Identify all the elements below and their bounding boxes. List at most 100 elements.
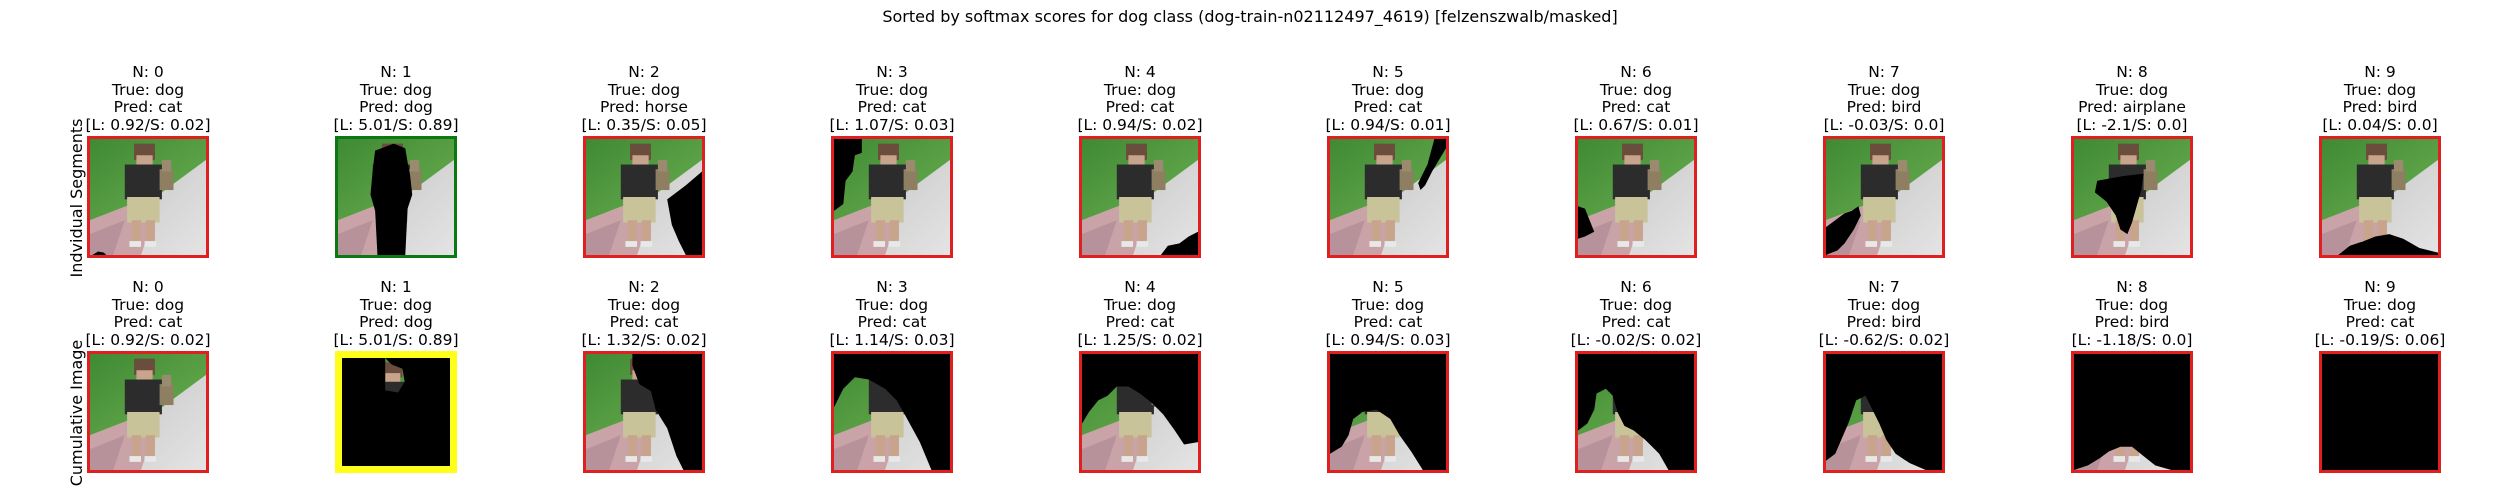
panel-caption: N: 8 True: dog Pred: bird [L: -1.18/S: 0.0]: [2042, 278, 2222, 349]
segment-thumbnail: [831, 136, 953, 258]
pred-label: Pred: cat: [2345, 313, 2415, 331]
thumbnail-image: [1082, 354, 1198, 470]
panel-caption: N: 6 True: dog Pred: cat [L: -0.02/S: 0.02]: [1546, 278, 1726, 349]
panel-caption: N: 9 True: dog Pred: bird [L: 0.04/S: 0.0]: [2290, 63, 2470, 134]
cumulative-thumbnail: [831, 351, 953, 473]
panel: N: 6 True: dog Pred: cat [L: 0.67/S: 0.01]: [1546, 63, 1726, 274]
panel-caption: N: 4 True: dog Pred: cat [L: 1.25/S: 0.02]: [1050, 278, 1230, 349]
panel-index: N: 1: [380, 278, 412, 296]
true-label: True: dog: [1103, 80, 1177, 99]
true-label: True: dog: [1351, 295, 1425, 314]
true-label: True: dog: [359, 80, 433, 99]
panel: N: 2 True: dog Pred: horse [L: 0.35/S: 0.05…: [554, 63, 734, 274]
panel-index: N: 6: [1620, 278, 1652, 296]
pred-label: Pred: cat: [1601, 98, 1671, 116]
true-label: True: dog: [1599, 80, 1673, 99]
panel-index: N: 9: [2364, 278, 2396, 296]
panel-caption: N: 0 True: dog Pred: cat [L: 0.92/S: 0.02]: [58, 63, 238, 134]
panel-index: N: 8: [2116, 63, 2148, 81]
panel-index: N: 2: [628, 278, 660, 296]
pred-label: Pred: cat: [1353, 313, 1423, 331]
panel: N: 3 True: dog Pred: cat [L: 1.07/S: 0.03]: [802, 63, 982, 274]
pred-label: Pred: cat: [857, 313, 927, 331]
true-label: True: dog: [2343, 80, 2417, 99]
score-label: [L: -2.1/S: 0.0]: [2076, 115, 2188, 134]
panel-index: N: 5: [1372, 63, 1404, 81]
pred-label: Pred: bird: [1846, 313, 1922, 331]
pred-label: Pred: cat: [1353, 98, 1423, 116]
pred-label: Pred: airplane: [2078, 98, 2186, 116]
cumulative-thumbnail: [87, 351, 209, 473]
panel-caption: N: 2 True: dog Pred: cat [L: 1.32/S: 0.02]: [554, 278, 734, 349]
true-label: True: dog: [2095, 295, 2169, 314]
score-label: [L: 0.67/S: 0.01]: [1573, 115, 1699, 134]
panel: N: 0 True: dog Pred: cat [L: 0.92/S: 0.02]: [58, 63, 238, 274]
cumulative-thumbnail: [583, 351, 705, 473]
figure-title: Sorted by softmax scores for dog class (…: [882, 7, 1618, 26]
true-label: True: dog: [1103, 295, 1177, 314]
pred-label: Pred: cat: [113, 313, 183, 331]
panel-caption: N: 4 True: dog Pred: cat [L: 0.94/S: 0.02]: [1050, 63, 1230, 134]
thumbnail-image: [586, 139, 702, 255]
true-label: True: dog: [1847, 295, 1921, 314]
panel-caption: N: 5 True: dog Pred: cat [L: 0.94/S: 0.03]: [1298, 278, 1478, 349]
true-label: True: dog: [111, 80, 185, 99]
panel: N: 0 True: dog Pred: cat [L: 0.92/S: 0.02]: [58, 278, 238, 489]
panel: N: 1 True: dog Pred: dog [L: 5.01/S: 0.89]: [306, 278, 486, 489]
panel-index: N: 4: [1124, 278, 1156, 296]
pred-label: Pred: bird: [1846, 98, 1922, 116]
thumbnail-image: [2074, 354, 2190, 470]
panel: N: 3 True: dog Pred: cat [L: 1.14/S: 0.03]: [802, 278, 982, 489]
panel-index: N: 5: [1372, 278, 1404, 296]
panel-caption: N: 3 True: dog Pred: cat [L: 1.14/S: 0.03]: [802, 278, 982, 349]
segment-thumbnail: [583, 136, 705, 258]
segment-thumbnail: [1079, 136, 1201, 258]
thumbnail-image: [90, 354, 206, 470]
score-label: [L: -0.03/S: 0.0]: [1823, 115, 1945, 134]
panel-index: N: 7: [1868, 278, 1900, 296]
thumbnail-image: [834, 139, 950, 255]
true-label: True: dog: [1351, 80, 1425, 99]
thumbnail-image: [1578, 354, 1694, 470]
panel: N: 6 True: dog Pred: cat [L: -0.02/S: 0.02]: [1546, 278, 1726, 489]
score-label: [L: -0.62/S: 0.02]: [1818, 330, 1950, 349]
segment-thumbnail: [1823, 136, 1945, 258]
thumbnail-image: [1826, 139, 1942, 255]
pred-label: Pred: cat: [1105, 98, 1175, 116]
score-label: [L: -0.19/S: 0.06]: [2314, 330, 2446, 349]
thumbnail-image: [1330, 139, 1446, 255]
true-label: True: dog: [359, 295, 433, 314]
cumulative-thumbnail: [2071, 351, 2193, 473]
panel-caption: N: 8 True: dog Pred: airplane [L: -2.1/S: 0…: [2042, 63, 2222, 134]
cumulative-thumbnail: [2319, 351, 2441, 473]
true-label: True: dog: [2343, 295, 2417, 314]
true-label: True: dog: [111, 295, 185, 314]
panel-index: N: 0: [132, 278, 164, 296]
panel-index: N: 3: [876, 278, 908, 296]
panel-caption: N: 0 True: dog Pred: cat [L: 0.92/S: 0.02]: [58, 278, 238, 349]
pred-label: Pred: bird: [2094, 313, 2170, 331]
panel-caption: N: 1 True: dog Pred: dog [L: 5.01/S: 0.89]: [306, 278, 486, 349]
panel-index: N: 7: [1868, 63, 1900, 81]
panel: N: 5 True: dog Pred: cat [L: 0.94/S: 0.01]: [1298, 63, 1478, 274]
pred-label: Pred: dog: [359, 313, 433, 331]
panel-caption: N: 9 True: dog Pred: cat [L: -0.19/S: 0.06]: [2290, 278, 2470, 349]
thumbnail-image: [90, 139, 206, 255]
thumbnail-image: [2322, 139, 2438, 255]
segment-thumbnail: [335, 136, 457, 258]
panel-caption: N: 5 True: dog Pred: cat [L: 0.94/S: 0.01]: [1298, 63, 1478, 134]
panel: N: 7 True: dog Pred: bird [L: -0.03/S: 0.0]: [1794, 63, 1974, 274]
cumulative-thumbnail: [1823, 351, 1945, 473]
panel-index: N: 3: [876, 63, 908, 81]
score-label: [L: 0.94/S: 0.01]: [1325, 115, 1451, 134]
true-label: True: dog: [607, 295, 681, 314]
true-label: True: dog: [855, 80, 929, 99]
segment-thumbnail: [2319, 136, 2441, 258]
panel-caption: N: 7 True: dog Pred: bird [L: -0.03/S: 0.0]: [1794, 63, 1974, 134]
segment-thumbnail: [87, 136, 209, 258]
score-label: [L: 1.14/S: 0.03]: [829, 330, 955, 349]
score-label: [L: 0.92/S: 0.02]: [85, 115, 211, 134]
score-label: [L: 0.04/S: 0.0]: [2322, 115, 2438, 134]
panel-caption: N: 7 True: dog Pred: bird [L: -0.62/S: 0.02…: [1794, 278, 1974, 349]
segment-thumbnail: [2071, 136, 2193, 258]
